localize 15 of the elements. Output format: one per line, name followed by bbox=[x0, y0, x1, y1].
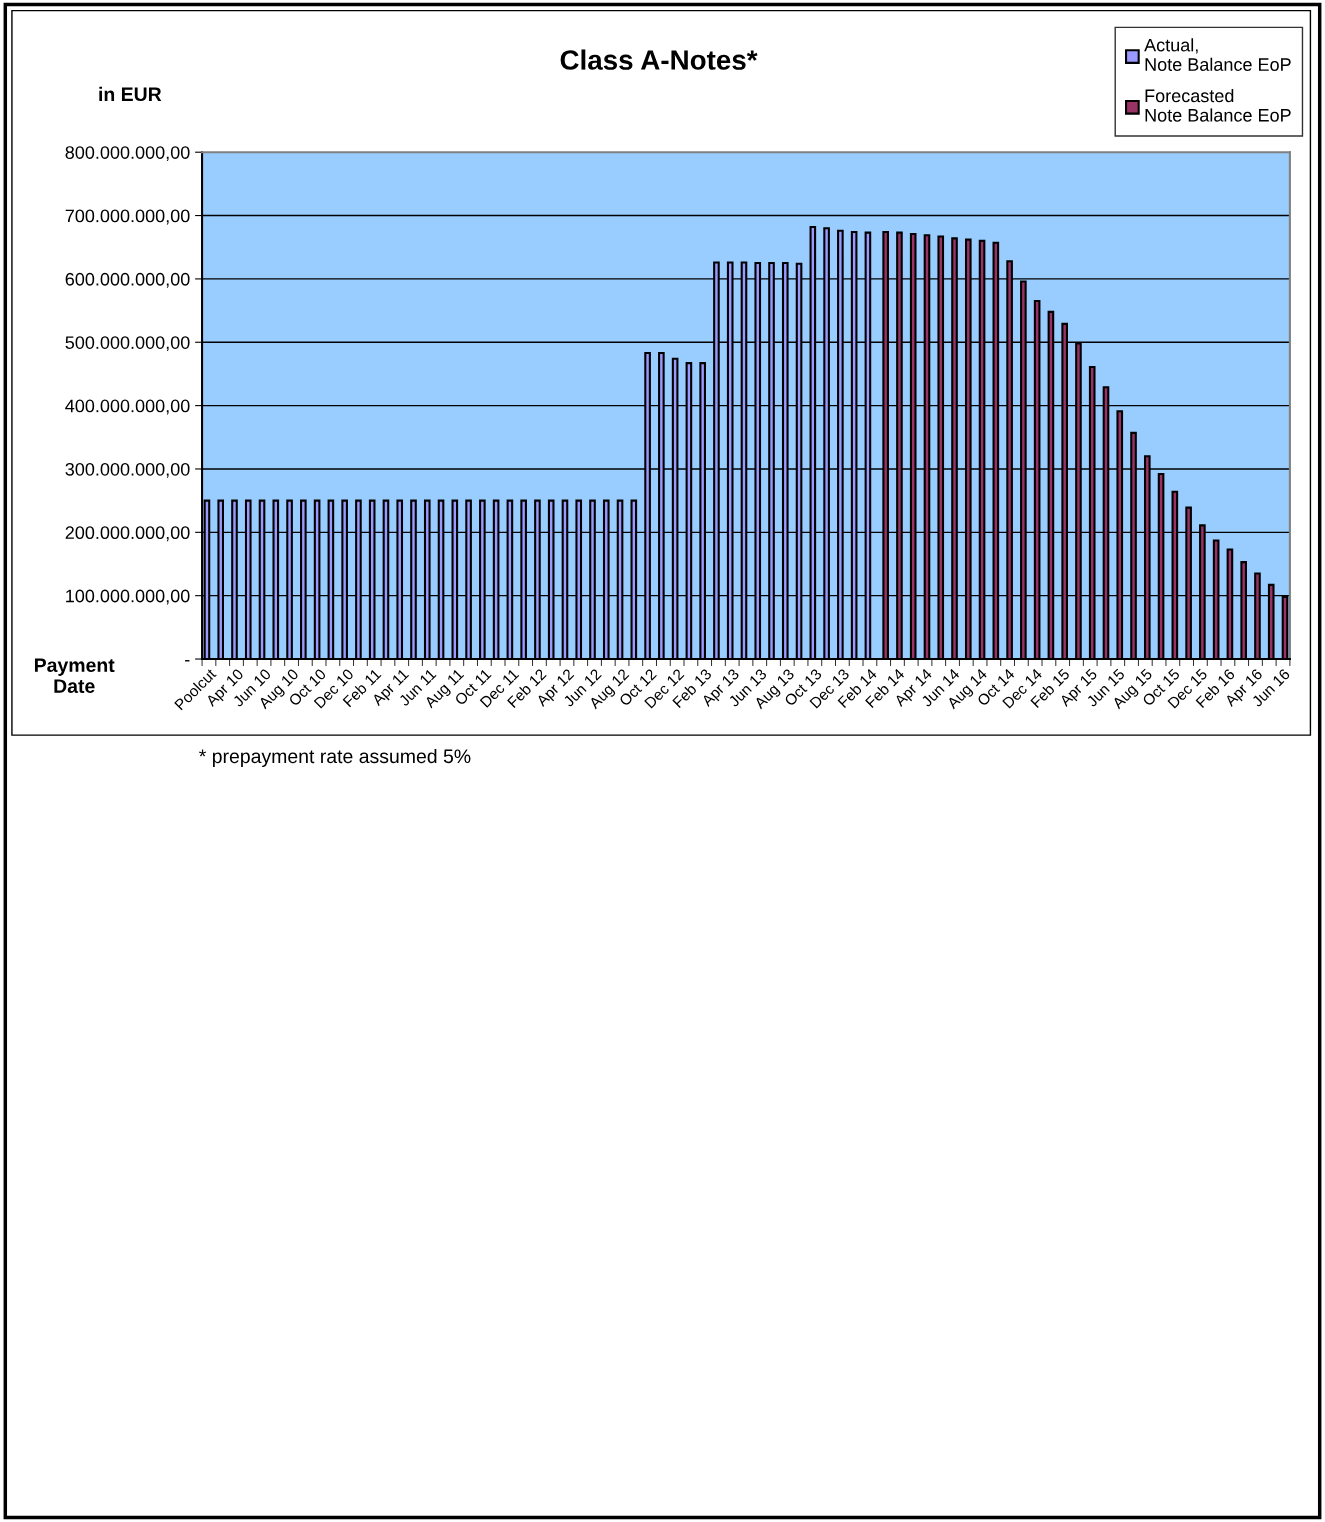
y-axis-title: in EUR bbox=[99, 86, 162, 102]
legend-label: Actual, Note Balance EoP bbox=[1144, 38, 1291, 71]
text: * prepayment rate assumed 5% bbox=[199, 748, 471, 768]
y-tick-label: 500.000.000,00 bbox=[65, 336, 190, 352]
x-axis-title: Payment Date bbox=[34, 658, 115, 693]
legend-label: Forecasted Note Balance EoP bbox=[1145, 88, 1291, 122]
y-tick-label: 100.000.000,00 bbox=[66, 589, 190, 605]
y-tick-label: 700.000.000,00 bbox=[65, 209, 190, 225]
y-tick-label: - bbox=[185, 660, 190, 662]
y-tick-label: 600.000.000,00 bbox=[65, 272, 190, 288]
y-tick-label: 400.000.000,00 bbox=[65, 399, 190, 415]
y-tick-label: 800.000.000,00 bbox=[65, 146, 190, 162]
y-tick-label: 300.000.000,00 bbox=[65, 462, 190, 478]
chart-title: Class A-Notes* bbox=[560, 49, 758, 70]
y-tick-label: 200.000.000,00 bbox=[65, 526, 190, 542]
